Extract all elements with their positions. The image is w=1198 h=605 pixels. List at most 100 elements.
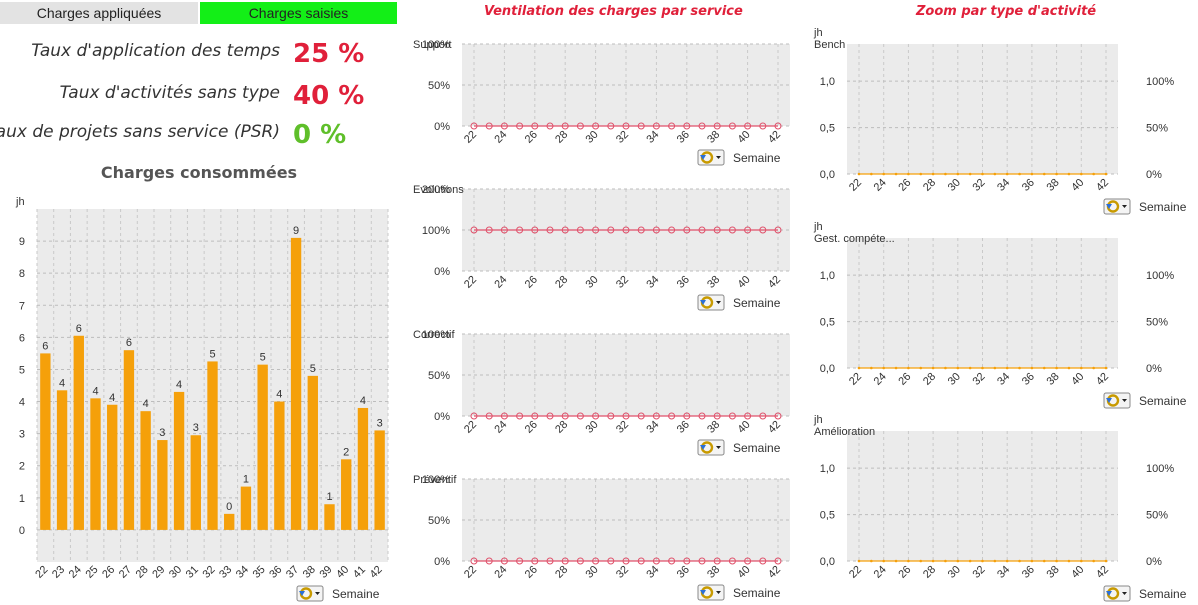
line-xtick-label: 42 xyxy=(766,274,783,291)
line-xtick-label: 40 xyxy=(736,419,753,436)
line-week-selector[interactable]: Semaine xyxy=(697,439,781,456)
kpi-value-sans-service: 0 % xyxy=(293,120,347,150)
series-point xyxy=(576,557,584,565)
series-point xyxy=(1104,172,1108,176)
bar-31 xyxy=(190,435,201,530)
bar-data-label: 6 xyxy=(126,337,132,349)
series-point xyxy=(683,226,691,234)
bar-ytick-label: 2 xyxy=(19,461,25,473)
line-week-selector[interactable]: Semaine xyxy=(697,294,781,311)
series-point xyxy=(1030,172,1034,176)
bar-33 xyxy=(224,513,235,530)
bar-ytick-label: 8 xyxy=(19,268,25,280)
series-point xyxy=(981,559,984,563)
series-point xyxy=(981,172,984,176)
series-point xyxy=(546,557,554,565)
bar-xtick-label: 42 xyxy=(368,564,385,581)
bar-week-selector[interactable]: Semaine xyxy=(296,585,380,602)
line-xtick-label: 28 xyxy=(921,177,938,194)
series-point xyxy=(882,172,885,176)
cycle-dropdown-icon xyxy=(700,441,714,454)
bar-data-label: 5 xyxy=(310,363,316,375)
line-week-selector[interactable]: Semaine xyxy=(697,149,781,166)
series-point xyxy=(1042,559,1046,563)
line-xtick-label: 32 xyxy=(614,419,631,436)
line-ytick-label: 0% xyxy=(434,556,450,568)
chevron-down-icon xyxy=(716,156,721,159)
series-point xyxy=(622,412,630,420)
bar-ytick-label: 4 xyxy=(19,397,25,409)
series-point xyxy=(516,122,524,130)
series-point xyxy=(919,559,923,563)
bar-40 xyxy=(341,459,352,530)
series-point xyxy=(485,122,493,130)
line-ytick-label: 0,5 xyxy=(820,317,835,329)
line-xtick-label: 34 xyxy=(644,564,661,581)
bar-38 xyxy=(307,375,318,530)
line-ytick-label: 1,0 xyxy=(820,463,835,475)
bar-xtick-label: 29 xyxy=(150,564,167,581)
series-point xyxy=(956,559,960,563)
kpi-label-application: Taux d'application des temps xyxy=(31,41,280,61)
bar-data-label: 4 xyxy=(143,398,149,410)
series-point xyxy=(857,172,861,176)
series-point xyxy=(622,557,630,565)
line-xtick-label: 22 xyxy=(462,564,479,581)
series-point xyxy=(683,122,691,130)
bar-xtick-label: 23 xyxy=(50,564,67,581)
series-point xyxy=(1055,172,1058,176)
series-point xyxy=(857,366,861,370)
series-point xyxy=(561,122,569,130)
line-xtick-label: 40 xyxy=(1069,177,1086,194)
bar-data-label: 0 xyxy=(226,501,232,513)
line-xtick-label: 28 xyxy=(553,564,570,581)
chevron-down-icon xyxy=(716,446,721,449)
bar-30 xyxy=(173,391,185,530)
line-xtick-label: 38 xyxy=(705,419,722,436)
line-xtick-label: 34 xyxy=(644,129,661,146)
chevron-down-icon xyxy=(716,301,721,304)
series-point xyxy=(968,172,972,176)
line-ytick-label: 0% xyxy=(434,411,450,423)
line-week-selector[interactable]: Semaine xyxy=(697,584,781,601)
line-xtick-label: 38 xyxy=(1045,564,1062,581)
line-week-axis-label: Semaine xyxy=(733,296,781,310)
tab-charges-saisies[interactable]: Charges saisies xyxy=(200,2,397,24)
series-point xyxy=(1067,172,1071,176)
line-chart-title: Amélioration xyxy=(814,426,875,438)
series-point xyxy=(637,412,645,420)
series-point xyxy=(637,557,645,565)
line-week-selector[interactable]: Semaine xyxy=(1103,392,1187,409)
series-point xyxy=(1092,172,1095,176)
tab-charges-appliquees[interactable]: Charges appliquées xyxy=(0,2,198,24)
line-xtick-label: 36 xyxy=(1020,564,1037,581)
line-ytick-label: 50% xyxy=(428,370,450,382)
line-xtick-label: 30 xyxy=(584,274,601,291)
series-point xyxy=(1092,366,1095,370)
bar-37 xyxy=(290,237,302,530)
series-point xyxy=(607,557,615,565)
line-xtick-label: 34 xyxy=(644,274,661,291)
bar-32 xyxy=(207,361,218,530)
kpi-value-application: 25 % xyxy=(293,39,365,69)
line-xtick-label: 22 xyxy=(847,177,864,194)
line-week-axis-label: Semaine xyxy=(1139,200,1187,214)
bar-week-axis-label: Semaine xyxy=(332,587,380,601)
bar-data-label: 1 xyxy=(243,474,249,486)
series-point xyxy=(774,122,782,130)
series-point xyxy=(607,412,615,420)
line-ytick-label: 200% xyxy=(422,184,450,196)
cycle-dropdown-icon xyxy=(700,296,714,309)
series-point xyxy=(944,559,947,563)
line-week-selector[interactable]: Semaine xyxy=(1103,198,1187,215)
line-xtick-label: 36 xyxy=(1020,371,1037,388)
series-point xyxy=(683,412,691,420)
line-ytick-label: 50% xyxy=(428,515,450,527)
line-xtick-label: 40 xyxy=(736,564,753,581)
series-point xyxy=(1080,172,1083,176)
series-point xyxy=(1055,559,1058,563)
line-week-selector[interactable]: Semaine xyxy=(1103,585,1187,602)
series-point xyxy=(774,226,782,234)
series-point xyxy=(668,122,676,130)
line-xtick-label: 22 xyxy=(847,371,864,388)
